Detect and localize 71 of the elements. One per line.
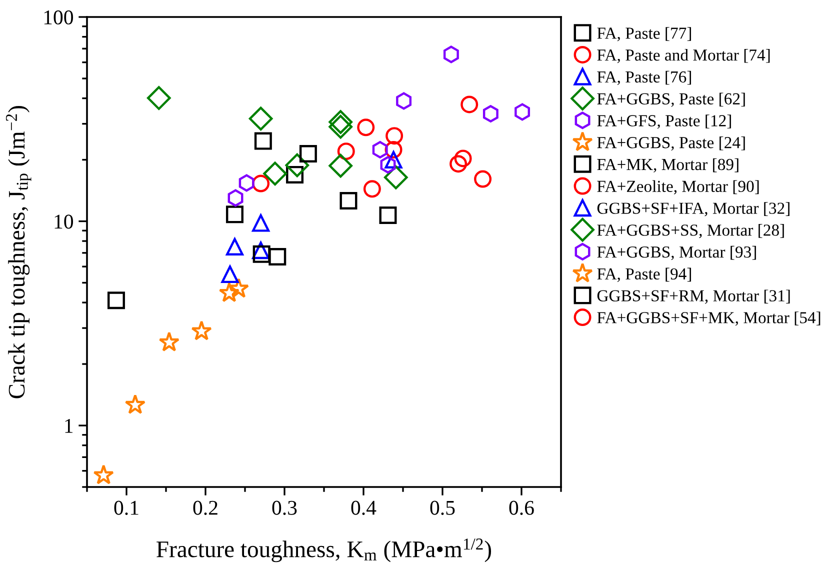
point (263, 162, 287, 186)
point (340, 192, 358, 210)
point (221, 266, 239, 284)
point (299, 145, 317, 163)
point (252, 214, 270, 232)
point (93, 464, 114, 484)
point (450, 155, 468, 173)
point (286, 166, 304, 184)
x-tick-label: 0.5 (430, 500, 455, 515)
point (357, 118, 375, 136)
legend-label: FA+Zeolite, Mortar [90] (597, 180, 759, 194)
legend-label: FA, Paste [76] (597, 70, 691, 85)
point (372, 140, 388, 158)
point (252, 245, 270, 263)
point (218, 282, 240, 302)
legend-label: FA+GGBS, Paste [24] (597, 136, 745, 151)
y-tick-label: 100 (44, 10, 74, 24)
point (252, 174, 270, 192)
legend-label: FA+GGBS, Mortar [93] (597, 246, 756, 260)
x-tick-label: 0.6 (509, 500, 534, 515)
point (384, 165, 408, 190)
point (226, 238, 244, 256)
point (443, 46, 459, 64)
point (285, 153, 310, 178)
point (146, 86, 171, 110)
legend-label: FA+GGBS, Paste [62] (597, 92, 745, 107)
point (337, 142, 355, 160)
point (386, 127, 404, 145)
point (248, 106, 273, 131)
point (328, 110, 353, 134)
legend-label: FA+GGBS+SF+MK, Mortar [54] (597, 312, 820, 326)
point (396, 92, 412, 110)
point (328, 114, 353, 139)
legend-label: GGBS+SF+IFA, Mortar [32] (597, 202, 790, 216)
x-tick-label: 0.2 (193, 500, 218, 515)
point (228, 189, 244, 207)
legend-label: GGBS+SF+RM, Mortar [31] (597, 290, 790, 304)
legend-label: FA, Paste [94] (597, 268, 691, 282)
point (363, 180, 381, 198)
x-axis-title: Fracture toughness, K$_{m}$ (MPa•m$^{1/2}$) (156, 538, 492, 562)
point (158, 332, 180, 352)
point (454, 150, 472, 168)
point (226, 206, 244, 224)
point (238, 174, 254, 192)
legend-label: FA, Paste and Mortar [74] (597, 48, 770, 64)
y-tick-label: 1 (65, 418, 73, 433)
point (460, 96, 478, 114)
point (268, 248, 286, 266)
legend-label: FA+MK, Mortar [89] (597, 158, 738, 173)
point (191, 320, 212, 340)
point (107, 292, 125, 310)
point (380, 156, 396, 174)
legend-label: FA, Paste [77] (597, 27, 691, 42)
y-axis-title: Crack tip toughness, J$_{tip}$ (Jm$^{−2}$) (6, 106, 32, 398)
point (124, 394, 146, 414)
point (379, 206, 397, 224)
x-tick-label: 0.3 (272, 500, 297, 515)
point (254, 132, 272, 150)
point (384, 140, 402, 158)
x-tick-label: 0.4 (351, 500, 376, 515)
point (228, 278, 250, 298)
y-tick-label: 10 (54, 214, 74, 229)
point (328, 154, 353, 178)
point (252, 242, 270, 260)
point (482, 105, 498, 122)
point (514, 103, 530, 121)
legend-label: FA+GFS, Paste [12] (597, 114, 731, 129)
x-tick-label: 0.1 (114, 500, 138, 515)
point (474, 170, 492, 188)
point (384, 151, 402, 169)
legend-label: FA+GGBS+SS, Mortar [28] (597, 224, 784, 238)
